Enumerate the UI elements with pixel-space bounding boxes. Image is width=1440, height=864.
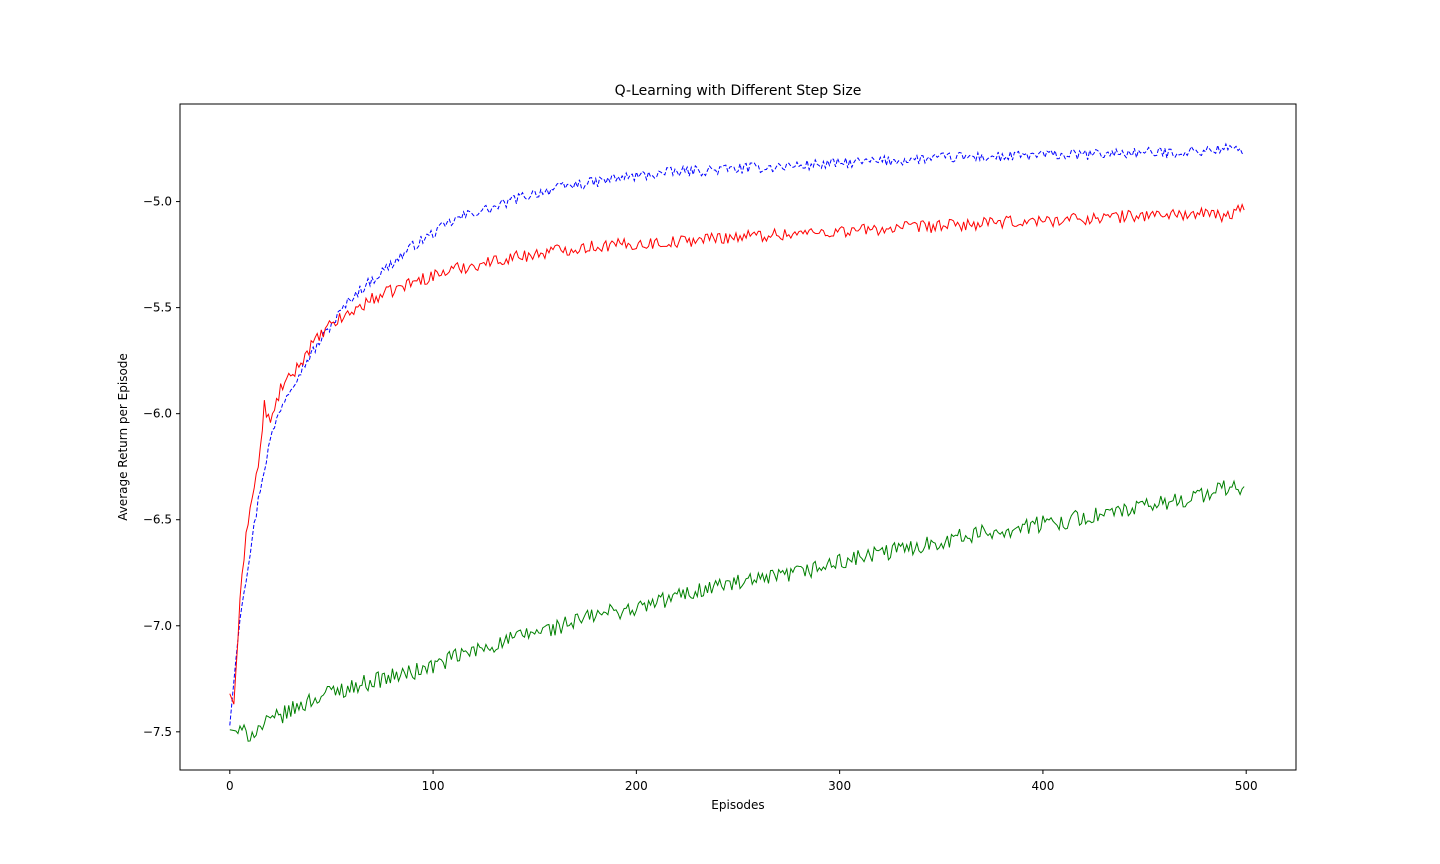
x-axis-label: Episodes: [711, 798, 764, 812]
y-tick-label: −5.5: [143, 301, 172, 315]
x-tick-label: 500: [1235, 779, 1258, 793]
series-line-2: [229, 202, 1245, 705]
x-tick-label: 0: [226, 779, 234, 793]
x-tick-label: 300: [828, 779, 851, 793]
y-tick-label: −7.5: [143, 725, 172, 739]
plot-area: [179, 103, 1297, 771]
chart-title: Q-Learning with Different Step Size: [615, 83, 862, 99]
x-axis-ticks: 0 100 200 300 400 500: [226, 770, 1258, 793]
y-axis-label: Average Return per Episode: [116, 353, 130, 521]
series-line-1: [229, 142, 1245, 726]
y-tick-label: −7.0: [143, 619, 172, 633]
x-tick-label: 100: [422, 779, 445, 793]
x-tick-label: 400: [1031, 779, 1054, 793]
y-tick-label: −6.0: [143, 407, 172, 421]
y-tick-label: −6.5: [143, 513, 172, 527]
y-tick-label: −5.0: [143, 195, 172, 209]
x-tick-label: 200: [625, 779, 648, 793]
y-axis-ticks: −7.5 −7.0 −6.5 −6.0 −5.5 −5.0: [143, 195, 180, 739]
series-layer: [229, 142, 1245, 742]
series-line-3: [229, 479, 1245, 742]
axes-frame: [179, 103, 1297, 771]
